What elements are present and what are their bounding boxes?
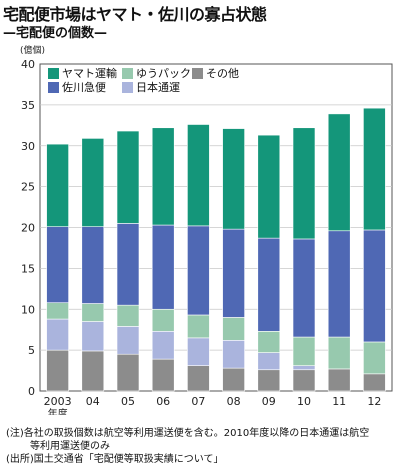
- bar-佐川急便-08: [222, 228, 245, 318]
- y-tick-label: 35: [21, 99, 35, 112]
- bar-ゆうパック-06: [151, 308, 175, 332]
- legend-swatch-その他: [192, 68, 203, 79]
- bar-佐川急便-2003: [46, 226, 69, 304]
- bar-その他-04: [81, 350, 105, 392]
- bar-その他-09: [257, 369, 281, 392]
- legend-swatch-ゆうパック: [122, 68, 133, 79]
- bar-佐川急便-06: [151, 224, 175, 310]
- y-tick-label: 30: [21, 140, 35, 153]
- bar-日本通運-05: [116, 326, 140, 355]
- bar-ゆうパック-07: [187, 314, 210, 339]
- bar-ゆうパック-05: [116, 304, 140, 327]
- x-tick-label: 2003: [44, 395, 72, 408]
- bar-ゆうパック-10: [292, 336, 316, 366]
- x-tick-label: 09: [262, 395, 276, 408]
- legend-label-ゆうパック: ゆうパック: [136, 67, 191, 80]
- x-tick-label: 07: [191, 395, 205, 408]
- x-tick-label: 05: [121, 395, 135, 408]
- bar-日本通運-10: [292, 365, 316, 371]
- y-tick-label: 0: [28, 385, 35, 398]
- bar-日本通運-2003: [46, 318, 69, 351]
- legend-label-ヤマト運輸: ヤマト運輸: [62, 66, 117, 80]
- chart-title: 宅配便市場はヤマト・佐川の寡占状態: [3, 5, 267, 24]
- x-tick-label: 08: [227, 395, 241, 408]
- bar-ヤマト運輸-2003: [46, 143, 69, 227]
- y-tick-label: 25: [21, 181, 35, 194]
- legend-swatch-佐川急便: [48, 82, 59, 93]
- bar-日本通運-09: [257, 352, 281, 371]
- bar-日本通運-07: [187, 337, 210, 366]
- bar-日本通運-04: [81, 321, 105, 352]
- bar-ヤマト運輸-04: [81, 138, 105, 227]
- bar-ヤマト運輸-11: [327, 113, 351, 232]
- bar-その他-12: [363, 373, 386, 392]
- chart-subtitle: —宅配便の個数—: [3, 26, 108, 41]
- bar-その他-2003: [46, 349, 69, 392]
- x-axis-year-label: 年度: [48, 407, 68, 415]
- bar-その他-05: [116, 353, 140, 392]
- legend-label-その他: その他: [206, 67, 239, 80]
- x-tick-label: 06: [156, 395, 170, 408]
- bar-その他-06: [151, 358, 175, 392]
- bar-日本通運-06: [151, 331, 175, 360]
- x-tick-label: 10: [297, 395, 311, 408]
- bar-その他-07: [187, 365, 210, 392]
- legend-label-日本通運: 日本通運: [136, 80, 180, 94]
- legend-swatch-ヤマト運輸: [48, 68, 59, 79]
- x-tick-label: 11: [332, 395, 346, 408]
- y-tick-label: 40: [21, 58, 35, 71]
- legend-swatch-日本通運: [122, 82, 133, 93]
- footnote: (注)各社の取扱個数は航空等利用運送便を含む。2010年度以降の日本通運は航空: [6, 428, 370, 439]
- bar-佐川急便-04: [81, 226, 105, 304]
- bar-日本通運-08: [222, 340, 245, 369]
- y-tick-label: 5: [28, 344, 35, 357]
- bar-ヤマト運輸-05: [116, 130, 140, 224]
- bar-佐川急便-12: [363, 229, 386, 343]
- bar-ゆうパック-12: [363, 341, 386, 375]
- bar-佐川急便-09: [257, 237, 281, 332]
- y-unit-label: (億個): [20, 44, 45, 56]
- y-tick-label: 20: [21, 222, 35, 235]
- legend-label-佐川急便: 佐川急便: [62, 80, 106, 94]
- bar-ヤマト運輸-09: [257, 134, 281, 239]
- bar-佐川急便-11: [327, 230, 351, 338]
- bar-ゆうパック-04: [81, 303, 105, 322]
- bar-ヤマト運輸-07: [187, 124, 210, 227]
- x-tick-label: 12: [367, 395, 381, 408]
- bar-ヤマト運輸-10: [292, 127, 316, 240]
- y-tick-label: 10: [21, 303, 35, 316]
- bar-ヤマト運輸-12: [363, 107, 386, 231]
- bar-ゆうパック-2003: [46, 302, 69, 320]
- footnote-continued: 等利用運送便のみ: [30, 441, 110, 452]
- x-tick-label: 04: [86, 395, 100, 408]
- bar-ヤマト運輸-06: [151, 127, 175, 226]
- bar-その他-10: [292, 369, 316, 392]
- bar-ゆうパック-08: [222, 317, 245, 341]
- bar-ヤマト運輸-08: [222, 128, 245, 230]
- bar-その他-11: [327, 368, 351, 392]
- y-tick-label: 15: [21, 262, 35, 275]
- bar-佐川急便-10: [292, 238, 316, 338]
- bar-佐川急便-05: [116, 223, 140, 306]
- bar-ゆうパック-11: [327, 336, 351, 370]
- bar-その他-08: [222, 367, 245, 392]
- source-note: (出所)国土交通省「宅配便等取扱実績について」: [6, 454, 224, 465]
- bar-ゆうパック-09: [257, 331, 281, 353]
- bar-佐川急便-07: [187, 225, 210, 316]
